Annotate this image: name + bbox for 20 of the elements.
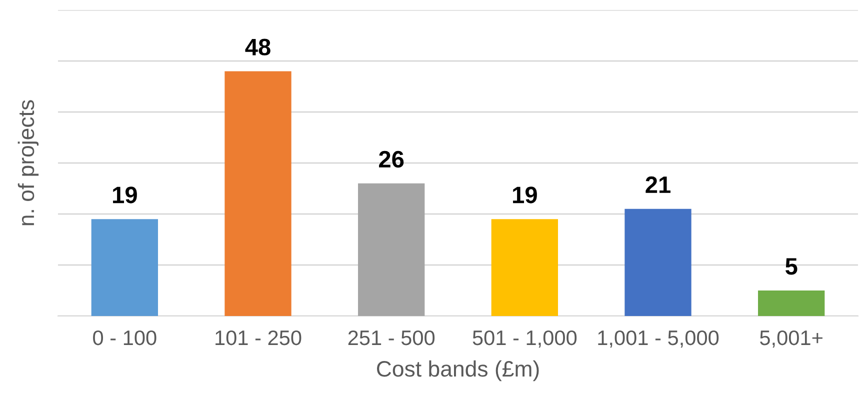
bar [491, 219, 558, 316]
data-label: 19 [113, 186, 137, 204]
data-label: 26 [379, 150, 404, 168]
x-axis-title: Cost bands (£m) [377, 360, 539, 382]
x-tick-label: 501 - 1,000 [472, 330, 577, 348]
data-label: 21 [646, 176, 670, 193]
bar [358, 183, 425, 316]
x-tick-label: 251 - 500 [348, 330, 435, 346]
bar [91, 219, 158, 316]
data-label: 48 [245, 38, 270, 56]
data-label: 19 [513, 186, 537, 204]
x-tick-label: 1,001 - 5,000 [598, 330, 719, 348]
bar [758, 290, 825, 316]
x-tick-label: 5,001+ [760, 330, 822, 348]
bar [224, 71, 292, 316]
bar [624, 208, 692, 316]
x-tick-label: 101 - 250 [216, 330, 302, 346]
y-axis-title: n. of projects [18, 100, 39, 226]
x-tick-label: 0 - 100 [93, 330, 156, 346]
data-label: 5 [785, 258, 798, 275]
